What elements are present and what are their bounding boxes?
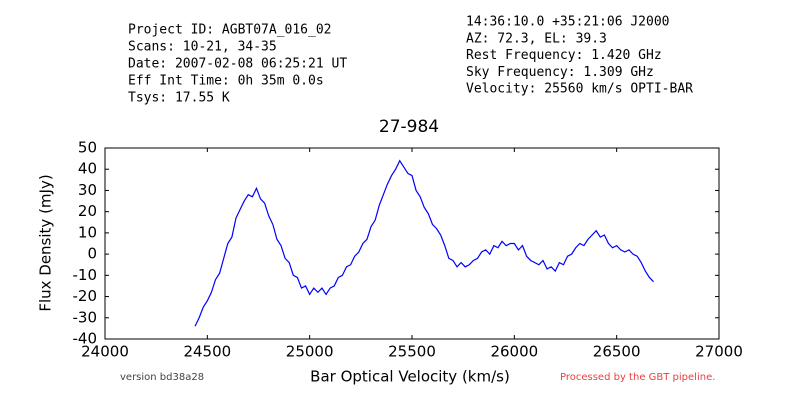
x-tick-label: 26500 [593, 343, 641, 361]
header-line: AZ: 72.3, EL: 39.3 [466, 31, 607, 46]
header-line: Rest Frequency: 1.420 GHz [466, 48, 662, 63]
x-axis-label: Bar Optical Velocity (km/s) [310, 368, 510, 386]
y-tick-label: -40 [73, 330, 98, 348]
header-line: 14:36:10.0 +35:21:06 J2000 [466, 15, 670, 30]
header-line: Date: 2007-02-08 06:25:21 UT [128, 57, 347, 72]
y-tick-label: 50 [78, 139, 97, 157]
y-tick-label: 30 [78, 181, 97, 199]
header-line: Tsys: 17.55 K [128, 91, 230, 106]
x-tick-label: 26000 [490, 343, 538, 361]
x-tick-label: 25500 [388, 343, 436, 361]
x-tick-label: 25000 [286, 343, 334, 361]
header-line: Sky Frequency: 1.309 GHz [466, 65, 654, 80]
x-tick-label: 24500 [183, 343, 231, 361]
header-line: Project ID: AGBT07A_016_02 [128, 23, 332, 38]
chart-title: 27-984 [379, 117, 439, 137]
y-axis-label: Flux Density (mJy) [37, 174, 55, 311]
header-line: Eff Int Time: 0h 35m 0.0s [128, 74, 324, 89]
version: version bd38a28 [120, 372, 204, 383]
y-tick-label: -30 [73, 308, 98, 326]
y-tick-label: 0 [87, 245, 97, 263]
y-tick-label: 10 [78, 223, 97, 241]
x-tick-label: 27000 [695, 343, 743, 361]
header-line: Velocity: 25560 km/s OPTI-BAR [466, 82, 693, 97]
y-tick-label: -20 [73, 287, 98, 305]
y-tick-label: -10 [73, 266, 98, 284]
header-line: Scans: 10-21, 34-35 [128, 40, 277, 55]
spectrum-line [194, 159, 654, 327]
pipeline-note: Processed by the GBT pipeline. [560, 372, 715, 383]
y-tick-label: 40 [78, 160, 97, 178]
x-tick-label: 24000 [81, 343, 129, 361]
y-tick-label: 20 [78, 202, 97, 220]
